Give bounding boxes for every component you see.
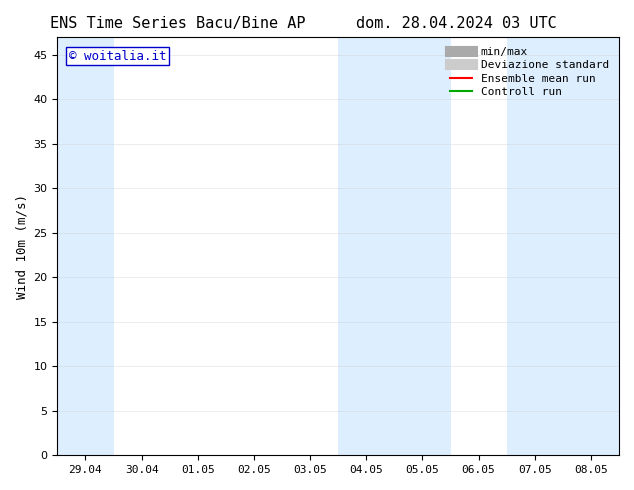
Bar [507, 37, 563, 455]
Bar [563, 37, 619, 455]
Bar [394, 37, 451, 455]
Text: dom. 28.04.2024 03 UTC: dom. 28.04.2024 03 UTC [356, 16, 557, 31]
Legend: min/max, Deviazione standard, Ensemble mean run, Controll run: min/max, Deviazione standard, Ensemble m… [445, 43, 614, 101]
Text: © woitalia.it: © woitalia.it [68, 49, 166, 63]
Y-axis label: Wind 10m (m/s): Wind 10m (m/s) [15, 194, 28, 299]
Text: ENS Time Series Bacu/Bine AP: ENS Time Series Bacu/Bine AP [50, 16, 305, 31]
Bar [58, 37, 113, 455]
Bar [338, 37, 394, 455]
